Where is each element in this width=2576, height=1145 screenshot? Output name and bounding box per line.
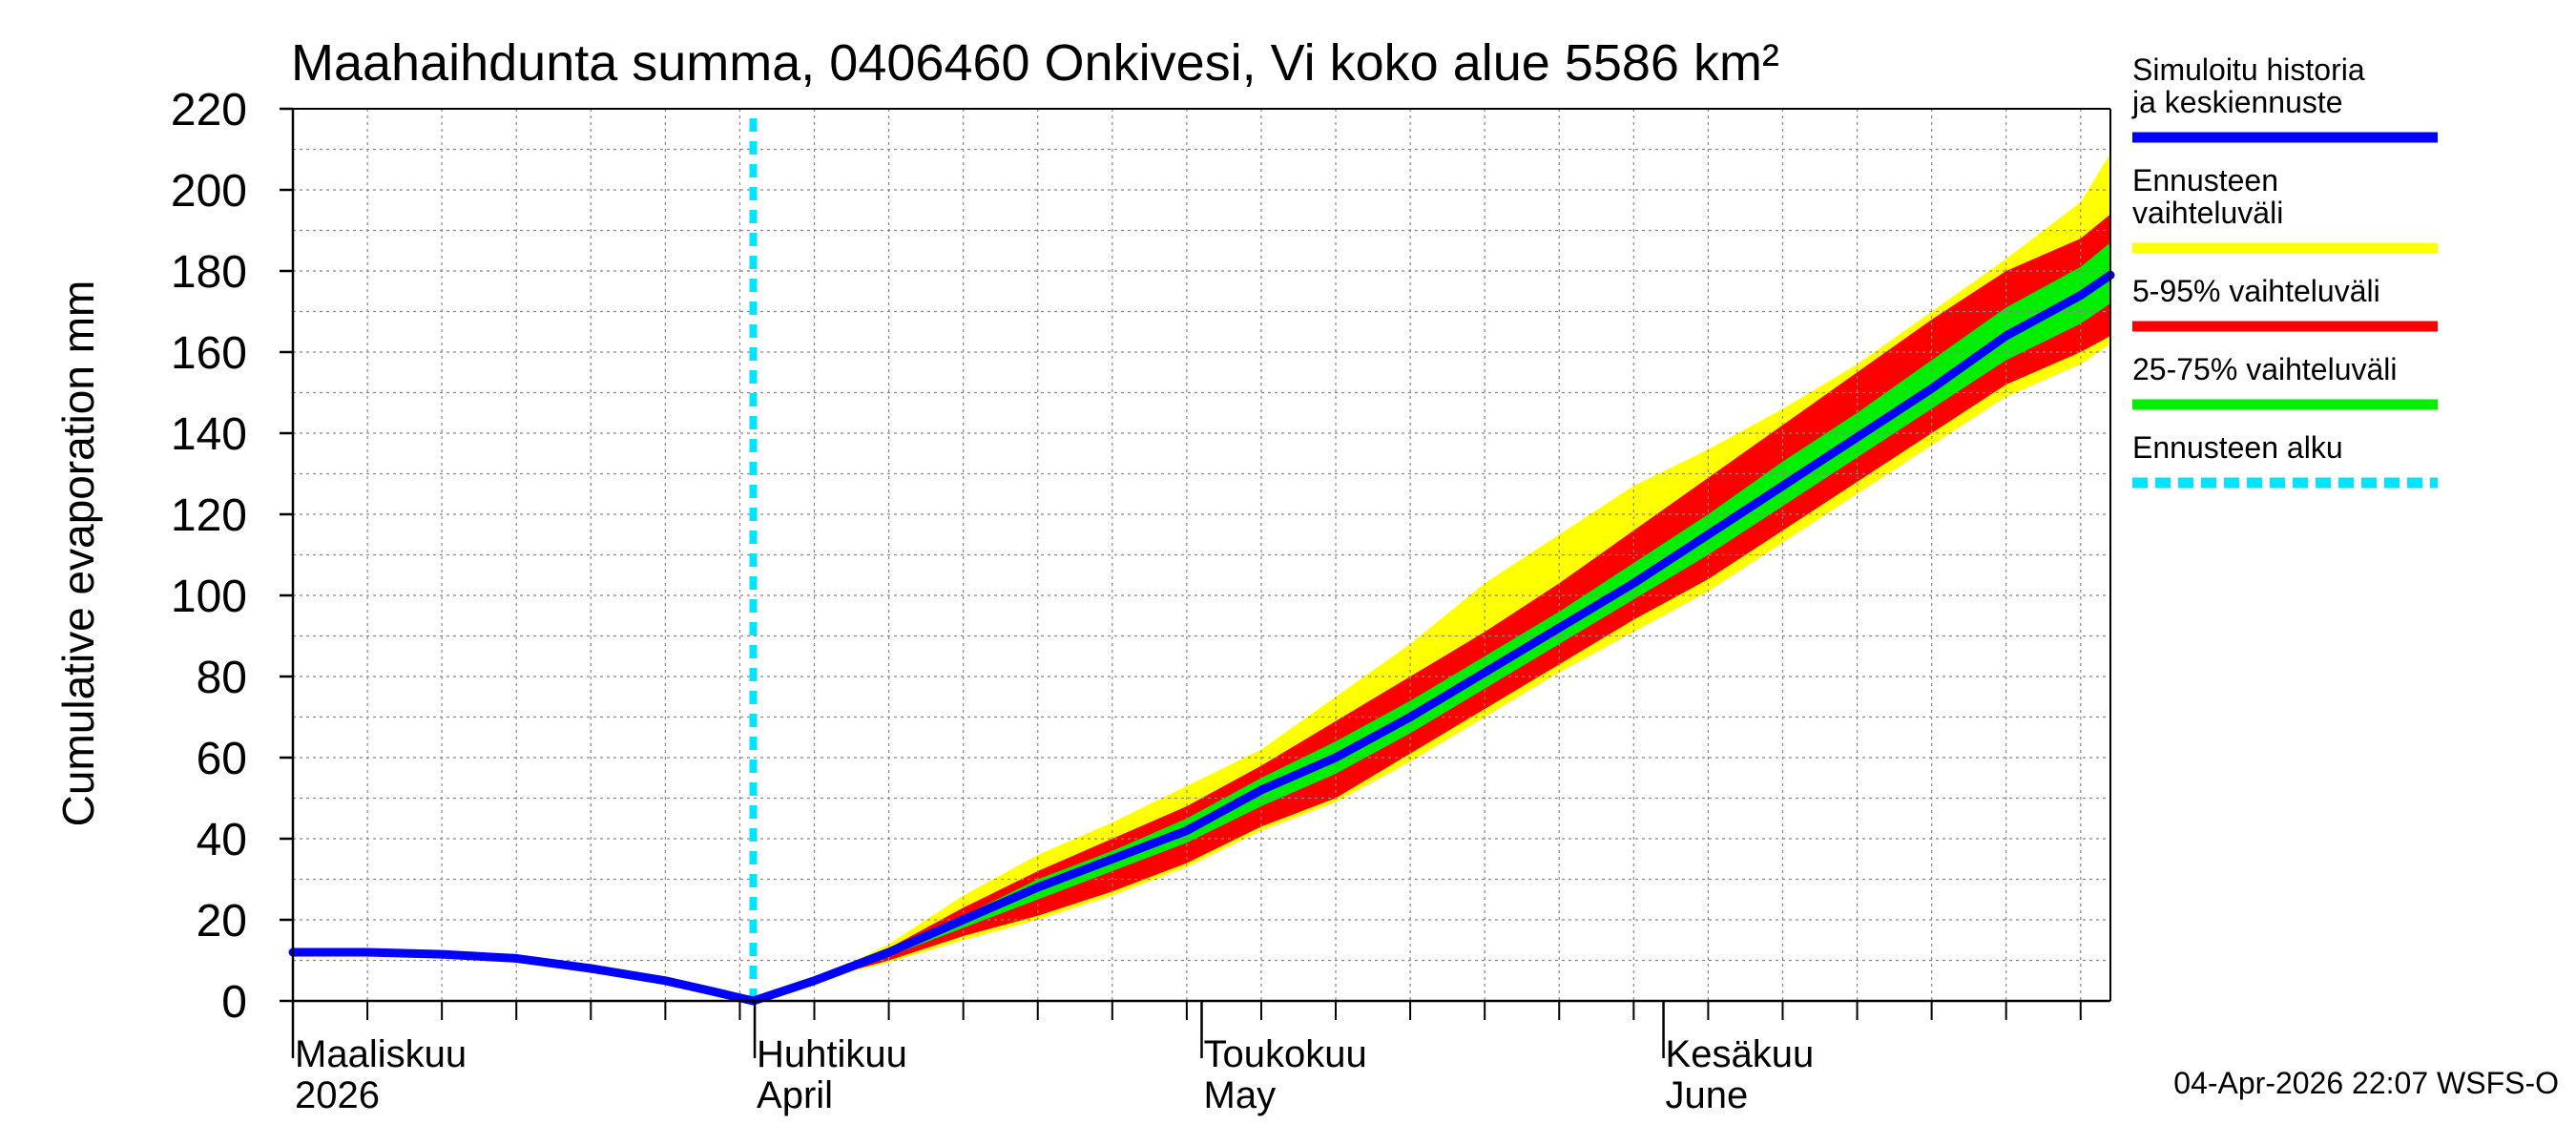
x-month-label-fi: Huhtikuu <box>757 1033 907 1075</box>
x-month-label-fi: Kesäkuu <box>1666 1033 1815 1075</box>
footer-timestamp: 04-Apr-2026 22:07 WSFS-O <box>2173 1066 2559 1100</box>
x-month-label-fi: Toukokuu <box>1204 1033 1367 1075</box>
axes: 0 20 40 60 80 100 120 140 160 180 200 220 Maaliskuu2… <box>171 85 2111 1116</box>
y-tick-label: 180 <box>171 247 247 298</box>
y-tick-label: 0 <box>221 977 247 1028</box>
grid-lines <box>293 109 2110 1001</box>
band-forecast-range <box>753 153 2110 1002</box>
y-tick-label: 140 <box>171 409 247 460</box>
x-month-label-en: 2026 <box>295 1074 380 1116</box>
x-month-label-en: May <box>1204 1074 1277 1116</box>
y-tick-label: 160 <box>171 328 247 379</box>
median-series-line <box>288 270 2115 1006</box>
y-tick-label: 40 <box>197 815 247 865</box>
y-tick-label: 20 <box>197 896 247 947</box>
legend-label-range: vaihteluväli <box>2132 196 2283 230</box>
legend-label-p25_75: 25-75% vaihteluväli <box>2132 352 2398 386</box>
chart-title: Maahaihdunta summa, 0406460 Onkivesi, Vi… <box>291 34 1779 92</box>
y-tick-label: 200 <box>171 166 247 217</box>
y-tick-label: 80 <box>197 653 247 703</box>
legend-label-forecast_start: Ennusteen alku <box>2132 430 2343 465</box>
x-month-label-en: April <box>757 1074 833 1116</box>
forecast-bands <box>753 153 2110 1002</box>
y-tick-label: 100 <box>171 572 247 622</box>
x-month-label-fi: Maaliskuu <box>295 1033 467 1075</box>
legend-label-p5_95: 5-95% vaihteluväli <box>2132 274 2380 308</box>
y-axis-label: Cumulative evaporation mm <box>53 281 103 827</box>
y-tick-label: 120 <box>171 490 247 541</box>
y-tick-label: 60 <box>197 734 247 784</box>
band-5-95 <box>753 214 2110 1001</box>
legend-label-range: Ennusteen <box>2132 163 2278 198</box>
legend-label-median: Simuloitu historia <box>2132 52 2365 87</box>
legend-label-median: ja keskiennuste <box>2131 85 2343 119</box>
x-month-label-en: June <box>1666 1074 1749 1116</box>
y-tick-label: 220 <box>171 85 247 135</box>
series-lines <box>288 118 2115 1006</box>
